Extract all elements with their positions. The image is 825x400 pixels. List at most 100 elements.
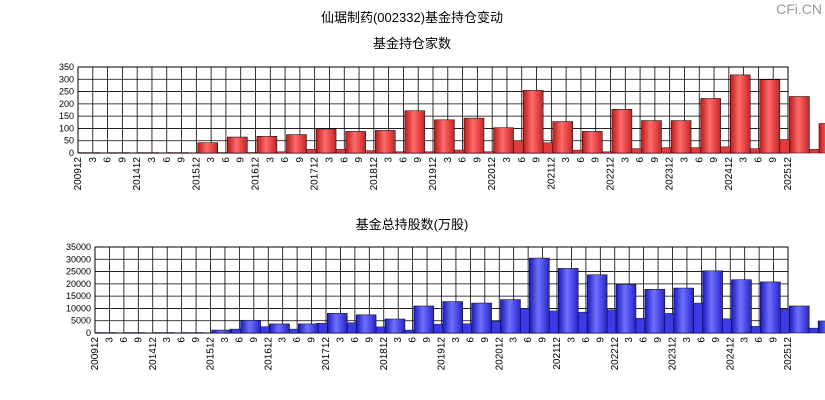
bar-main	[138, 152, 159, 154]
y-tick-label: 0	[86, 328, 91, 338]
x-tick-label: 9	[480, 337, 491, 343]
x-tick-label: 3	[443, 157, 454, 163]
x-tick-label: 9	[472, 157, 483, 163]
bar-main	[731, 279, 752, 334]
bar-main	[79, 152, 100, 154]
x-tick-label: 202212	[610, 337, 621, 371]
bar-main	[670, 120, 692, 154]
x-tick-label: 3	[206, 157, 217, 163]
x-tick-label: 6	[576, 157, 587, 163]
x-tick-label: 202212	[606, 157, 617, 191]
x-tick-label: 9	[354, 157, 365, 163]
x-tick-label: 9	[711, 337, 722, 343]
x-tick-label: 6	[517, 157, 528, 163]
x-tick-label: 9	[177, 157, 188, 163]
x-tick-label: 3	[682, 337, 693, 343]
bar-main	[788, 305, 810, 334]
bar-main	[240, 319, 261, 334]
y-tick-label: 200	[59, 99, 74, 109]
x-tick-label: 201412	[148, 337, 159, 371]
x-tick-label: 201912	[428, 157, 439, 191]
x-tick-label: 9	[422, 337, 433, 343]
x-tick-label: 9	[768, 157, 779, 163]
x-tick-label: 3	[104, 337, 115, 343]
x-tick-label: 3	[566, 337, 577, 343]
x-tick-label: 202412	[725, 337, 736, 371]
bar-main	[557, 268, 579, 334]
y-tick-label: 250	[59, 87, 74, 97]
x-tick-label: 202012	[494, 337, 505, 371]
x-tick-label: 202412	[724, 157, 735, 191]
chart-2-total-shares: 0 5000 10000 15000 20000 25000 30000 35000 20091…	[66, 242, 825, 370]
x-tick-label: 201712	[321, 337, 332, 371]
bar-main	[760, 281, 781, 334]
x-tick-label: 6	[635, 157, 646, 163]
x-tick-label: 6	[523, 337, 534, 343]
bar-main	[552, 121, 573, 154]
x-tick-label: 6	[754, 337, 765, 343]
bar-main	[529, 257, 550, 334]
bar-main	[818, 123, 825, 154]
x-tick-label: 9	[191, 337, 202, 343]
x-tick-label: 9	[538, 337, 549, 343]
x-tick-label: 9	[117, 157, 128, 163]
bar-main	[256, 136, 278, 154]
bar-main	[345, 131, 366, 154]
x-tick-label: 6	[280, 157, 291, 163]
x-tick-label: 201812	[369, 157, 380, 191]
y-tick-label: 5000	[71, 316, 91, 326]
bar-main	[298, 323, 319, 334]
bar-main	[700, 98, 721, 154]
bar-main	[702, 270, 723, 334]
x-tick-label: 6	[696, 337, 707, 343]
y-tick-label: 35000	[66, 242, 91, 252]
bar-main	[500, 299, 521, 334]
x-tick-label: 202312	[668, 337, 679, 371]
x-tick-label: 3	[384, 157, 395, 163]
bar-main	[227, 136, 248, 154]
x-tick-label: 9	[236, 157, 247, 163]
y-tick-label: 25000	[66, 267, 91, 277]
x-tick-label: 6	[292, 337, 303, 343]
bar-main	[413, 305, 435, 334]
x-tick-label: 3	[162, 337, 173, 343]
x-tick-label: 9	[769, 337, 780, 343]
x-tick-label: 9	[595, 337, 606, 343]
x-tick-label: 6	[177, 337, 188, 343]
x-tick-label: 3	[393, 337, 404, 343]
y-tick-label: 0	[69, 148, 74, 158]
x-tick-label: 9	[650, 157, 661, 163]
bar-main	[789, 96, 810, 154]
bar-main	[124, 332, 146, 334]
chart2-title: 基金总持股数(万股)	[356, 217, 469, 232]
x-tick-label: 201512	[191, 157, 202, 191]
x-tick-label: 6	[408, 337, 419, 343]
x-tick-label: 202512	[783, 157, 794, 191]
watermark: CFi.CN	[776, 1, 822, 17]
bar-main	[326, 313, 348, 334]
x-tick-label: 201612	[251, 157, 262, 191]
x-tick-label: 202512	[783, 337, 794, 371]
bar-main	[644, 289, 666, 334]
bar-main	[374, 130, 396, 154]
y-tick-label: 350	[59, 62, 74, 72]
x-tick-label: 6	[234, 337, 245, 343]
bar-main	[211, 329, 232, 334]
x-tick-label: 9	[133, 337, 144, 343]
bar-main	[582, 131, 603, 154]
x-tick-label: 3	[561, 157, 572, 163]
x-tick-label: 6	[119, 337, 130, 343]
x-tick-label: 202112	[552, 337, 563, 370]
x-tick-label: 3	[278, 337, 289, 343]
bar-main	[315, 128, 337, 154]
bar-main	[759, 79, 781, 154]
y-tick-label: 300	[59, 74, 74, 84]
bar-main	[108, 152, 130, 154]
bar-main	[384, 318, 406, 334]
x-tick-label: 3	[624, 337, 635, 343]
x-tick-label: 3	[502, 157, 513, 163]
bar-main	[269, 323, 290, 334]
page-title: 仙琚制药(002332)基金持仓变动	[321, 10, 503, 25]
y-tick-label: 100	[59, 123, 74, 133]
